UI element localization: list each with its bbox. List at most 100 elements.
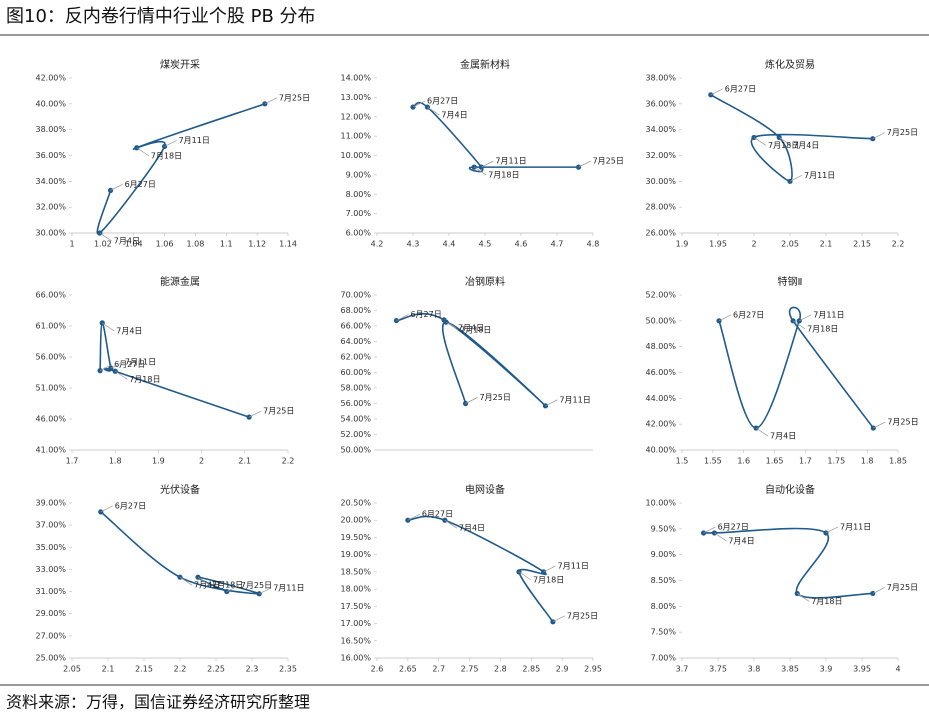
label-leader	[248, 410, 262, 418]
point-label: 7月4日	[728, 536, 754, 545]
chart-title: 特钢Ⅱ	[778, 275, 803, 288]
point-label: 7月25日	[263, 407, 294, 416]
y-tick-label: 27.00%	[35, 631, 66, 640]
y-tick-label: 9.00%	[651, 550, 677, 559]
point-label: 7月11日	[125, 358, 156, 367]
y-tick-label: 16.00%	[340, 654, 371, 663]
x-tick-label: 1	[69, 240, 74, 249]
point-label: 7月11日	[840, 522, 871, 531]
point	[224, 588, 230, 595]
y-tick-label: 25.00%	[35, 654, 66, 663]
label-leader	[703, 526, 716, 534]
y-tick-label: 58.00%	[340, 384, 371, 393]
y-tick-label: 20.00%	[340, 516, 371, 525]
x-tick-label: 3.75	[709, 665, 727, 674]
y-tick-label: 36.00%	[645, 99, 676, 108]
label-leader	[872, 587, 885, 594]
point-label: 6月27日	[718, 522, 749, 531]
series-line	[96, 103, 266, 235]
x-tick-label: 2.35	[279, 665, 297, 674]
point-label: 6月27日	[725, 84, 756, 93]
point-label: 7月4日	[194, 581, 220, 590]
label-leader	[872, 132, 885, 140]
x-tick-label: 2.8	[494, 665, 507, 674]
point-label: 7月4日	[116, 326, 142, 335]
chart-title: 煤炭开采	[160, 58, 200, 71]
label-leader	[226, 585, 239, 592]
y-tick-label: 61.00%	[35, 322, 66, 331]
x-tick-label: 2	[751, 240, 756, 249]
figure-title: 图10：反内卷行情中行业个股 PB 分布	[6, 6, 316, 27]
point-label: 7月11日	[559, 395, 590, 404]
label-leader	[552, 615, 566, 623]
y-tick-label: 54.00%	[340, 415, 371, 424]
series-line	[99, 322, 250, 418]
y-tick-label: 38.00%	[35, 125, 66, 134]
point-label: 7月18日	[811, 597, 842, 606]
point	[161, 143, 168, 150]
point-label: 7月25日	[279, 93, 310, 102]
point-label: 6月27日	[115, 501, 146, 510]
label-leader	[873, 421, 886, 429]
x-tick-label: 2.75	[461, 665, 479, 674]
x-tick-label: 1.12	[248, 240, 266, 249]
point-label: 7月11日	[813, 310, 844, 319]
series-line	[710, 94, 873, 183]
point-label: 7月11日	[179, 136, 210, 145]
label-leader	[259, 587, 272, 595]
point-label: 7月11日	[495, 157, 526, 166]
x-tick-label: 2	[199, 457, 204, 466]
label-leader	[110, 361, 124, 369]
point-label: 7月4日	[770, 432, 796, 441]
y-tick-label: 34.00%	[35, 177, 66, 186]
label-leader	[99, 232, 112, 242]
y-tick-label: 8.00%	[346, 190, 372, 199]
label-leader	[779, 137, 792, 146]
y-tick-label: 70.00%	[340, 291, 371, 300]
label-leader	[412, 100, 426, 108]
label-leader	[115, 370, 128, 380]
y-tick-label: 8.00%	[651, 602, 677, 611]
label-leader	[407, 513, 421, 521]
y-tick-label: 13.00%	[340, 93, 371, 102]
point-label: 7月18日	[460, 326, 491, 335]
y-tick-label: 40.00%	[35, 99, 66, 108]
label-leader	[474, 166, 487, 176]
series-line	[718, 306, 874, 429]
y-tick-label: 33.00%	[35, 565, 66, 574]
label-leader	[197, 576, 211, 586]
x-tick-label: 2.3	[246, 665, 259, 674]
x-tick-label: 1.9	[152, 457, 165, 466]
y-tick-label: 44.00%	[645, 394, 676, 403]
point-label: 7月11日	[804, 171, 835, 180]
y-tick-label: 18.50%	[340, 567, 371, 576]
point-label: 7月25日	[593, 157, 624, 166]
label-leader	[465, 397, 478, 404]
y-tick-label: 42.00%	[35, 74, 66, 83]
y-tick-label: 9.00%	[346, 170, 372, 179]
y-tick-label: 31.00%	[35, 587, 66, 596]
x-tick-label: 2.2	[174, 665, 187, 674]
x-tick-label: 2.1	[102, 665, 115, 674]
y-tick-label: 60.00%	[340, 368, 371, 377]
point-label: 7月18日	[768, 141, 799, 150]
point-label: 7月25日	[241, 581, 272, 590]
x-tick-label: 1.55	[704, 457, 722, 466]
point	[134, 145, 140, 151]
x-tick-label: 1.95	[709, 240, 727, 249]
label-leader	[264, 97, 278, 105]
y-tick-label: 7.00%	[346, 209, 372, 218]
y-tick-label: 40.00%	[645, 446, 676, 455]
point-label: 7月18日	[129, 375, 160, 384]
point-label: 6月27日	[422, 510, 453, 519]
x-tick-label: 1.85	[889, 457, 907, 466]
y-tick-label: 51.00%	[35, 384, 66, 393]
label-leader	[110, 184, 123, 191]
point-label: 6月27日	[410, 310, 441, 319]
x-tick-label: 1.1	[220, 240, 233, 249]
y-tick-label: 46.00%	[35, 415, 66, 424]
y-tick-label: 36.00%	[35, 151, 66, 160]
x-tick-label: 2.6	[371, 665, 384, 674]
label-leader	[799, 314, 812, 322]
